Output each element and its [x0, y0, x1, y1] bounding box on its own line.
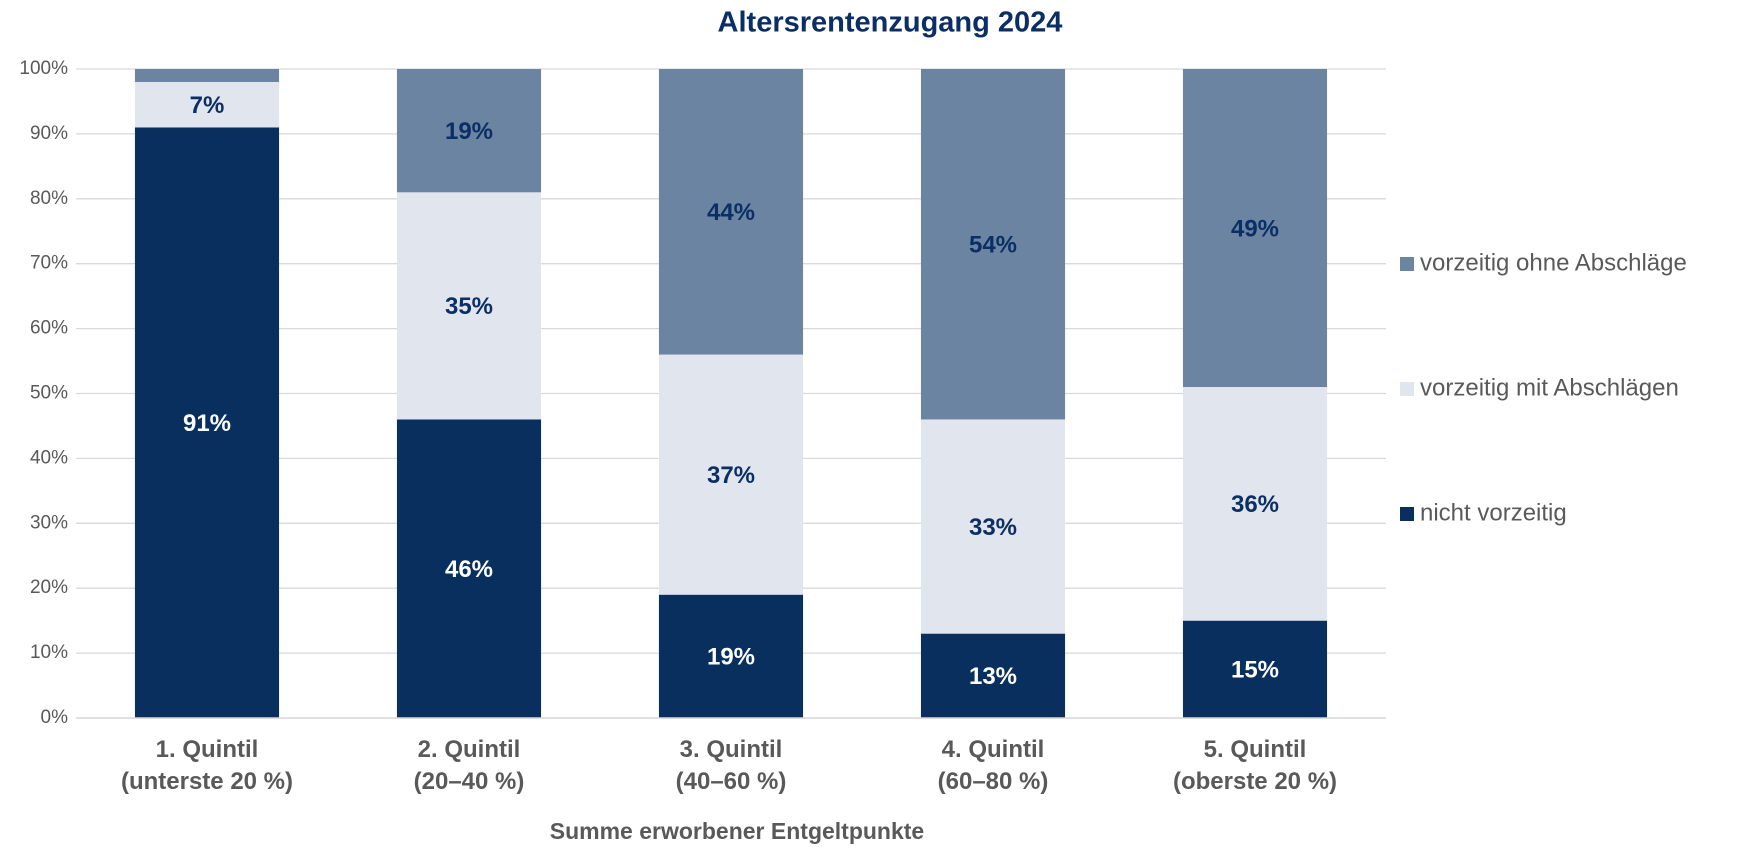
y-tick-label: 60% — [30, 318, 68, 339]
x-axis-title: Summe erworbener Entgeltpunkte — [550, 818, 924, 844]
bar-segment — [396, 192, 542, 420]
bar-segment — [920, 69, 1066, 420]
bar-segment — [1182, 69, 1328, 388]
x-tick-label-line: (20–40 %) — [414, 768, 525, 795]
x-tick-label-line: (unterste 20 %) — [121, 768, 293, 795]
y-tick-label: 70% — [30, 253, 68, 274]
data-label: 46% — [445, 556, 493, 583]
x-tick-label-line: (oberste 20 %) — [1173, 768, 1337, 795]
chart-title: Altersrentenzugang 2024 — [718, 7, 1063, 39]
data-label: 36% — [1231, 491, 1279, 518]
legend-label: vorzeitig mit Abschlägen — [1420, 374, 1679, 401]
data-label: 33% — [969, 514, 1017, 541]
data-label: 35% — [445, 293, 493, 320]
bar-segment — [658, 69, 804, 355]
x-tick-label: 2. Quintil (20–40 %) — [414, 736, 525, 795]
bar-segment — [920, 419, 1066, 634]
bar-segment — [658, 594, 804, 718]
y-tick-label: 90% — [30, 123, 68, 144]
y-tick-label: 80% — [30, 188, 68, 209]
bar-segment — [396, 69, 542, 193]
data-label: 13% — [969, 663, 1017, 690]
x-tick-label: 1. Quintil (unterste 20 %) — [121, 736, 293, 795]
legend-swatch — [1400, 257, 1414, 271]
data-label: 54% — [969, 232, 1017, 259]
data-label: 44% — [707, 199, 755, 226]
data-label: 49% — [1231, 215, 1279, 242]
data-label: 91% — [183, 410, 231, 437]
x-tick-label-line: 5. Quintil — [1204, 736, 1307, 763]
y-tick-label: 0% — [41, 707, 69, 728]
legend-swatch — [1400, 382, 1414, 396]
x-tick-label-line: (40–60 %) — [676, 768, 787, 795]
x-tick-label-line: 1. Quintil — [156, 736, 259, 763]
x-tick-label: 5. Quintil (oberste 20 %) — [1173, 736, 1337, 795]
data-label: 37% — [707, 462, 755, 489]
bar-segment — [134, 69, 280, 82]
bar-segment — [920, 633, 1066, 718]
bar-segment — [396, 419, 542, 718]
x-tick-label: 3. Quintil (40–60 %) — [676, 736, 787, 795]
bar-segment — [658, 354, 804, 595]
bar-segment — [134, 127, 280, 718]
legend-label: vorzeitig ohne Abschläge — [1420, 249, 1687, 276]
y-tick-label: 40% — [30, 447, 68, 468]
data-label: 19% — [445, 118, 493, 145]
y-tick-label: 10% — [30, 642, 68, 663]
y-tick-label: 50% — [30, 383, 68, 404]
data-label: 7% — [190, 92, 225, 119]
legend-swatch — [1400, 507, 1414, 521]
bar-segment — [134, 81, 280, 128]
bar-segment — [1182, 620, 1328, 718]
data-label: 15% — [1231, 657, 1279, 684]
bar-segment — [1182, 387, 1328, 621]
x-tick-label-line: 3. Quintil — [680, 736, 783, 763]
x-tick-label-line: 4. Quintil — [942, 736, 1045, 763]
x-tick-label-line: (60–80 %) — [938, 768, 1049, 795]
data-label: 19% — [707, 644, 755, 671]
y-tick-label: 30% — [30, 512, 68, 533]
x-tick-label: 4. Quintil (60–80 %) — [938, 736, 1049, 795]
y-tick-label: 20% — [30, 577, 68, 598]
x-tick-label-line: 2. Quintil — [418, 736, 521, 763]
legend-label: nicht vorzeitig — [1420, 499, 1567, 526]
y-tick-label: 100% — [19, 58, 68, 79]
